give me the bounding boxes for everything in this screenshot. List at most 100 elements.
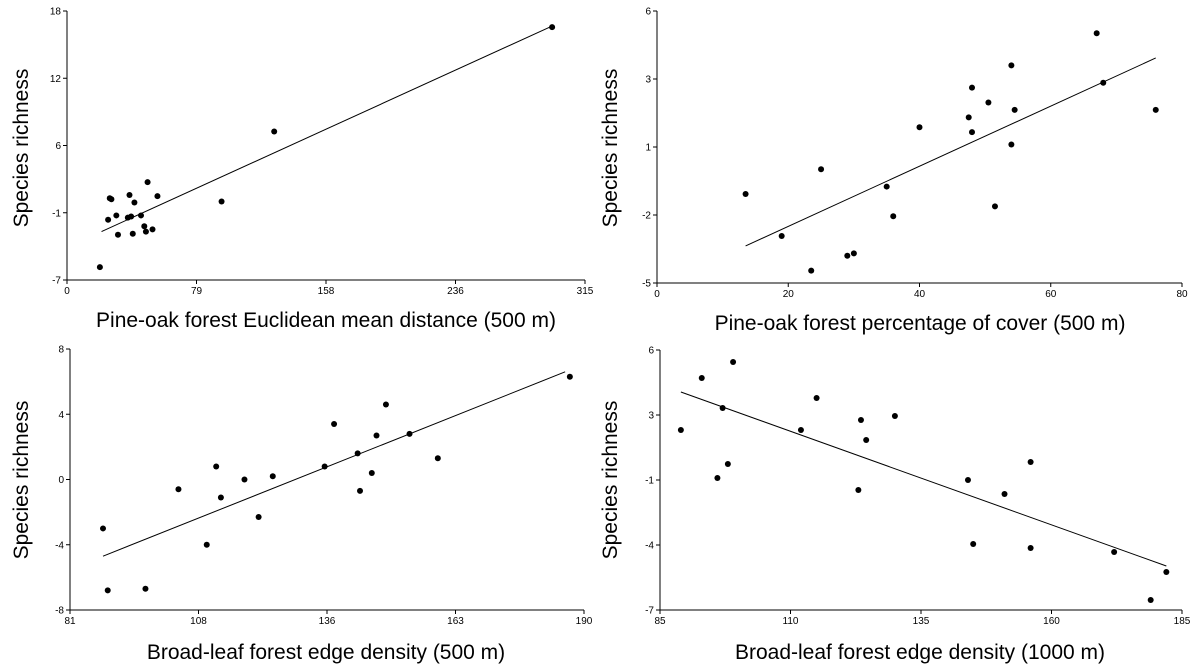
chart-2: Species richness Pine-oak forest percent… [599,7,1188,336]
chart-4-data-point [1027,545,1034,551]
chart-3-data-point [354,450,361,457]
chart-1-x-tick-label: 236 [447,286,464,297]
chart-4-data-point [797,427,804,433]
chart-3-y-tick-label: -4 [55,540,64,551]
chart-1-data-point [141,223,148,230]
chart-4-x-tick-label: 85 [654,616,666,627]
chart-4-data-point [714,475,721,481]
chart-2-data-point [985,99,992,106]
chart-2-data-point [969,129,975,136]
chart-4-fit-line [680,391,1167,567]
chart-2-x-tick-label: 0 [654,289,660,300]
chart-4-data-point [1163,569,1170,575]
chart-1-data-point [131,199,138,206]
chart-1-fit-line [101,25,553,233]
chart-3-y-tick-label: -8 [55,606,64,617]
chart-1-data-point [218,198,225,205]
chart-3-data-point [566,373,573,380]
chart-1-data-point [105,216,112,223]
chart-4-data-point [855,487,862,493]
chart-1-data-point [138,212,144,219]
chart-1-data-point [149,226,156,233]
chart-4-xlabel: Broad-leaf forest edge density (1000 m) [735,641,1105,664]
chart-2-x-tick-label: 60 [1045,289,1057,300]
chart-2-data-point [969,84,975,91]
chart-2-data-point [1093,30,1100,37]
chart-1-y-tick-label: 12 [50,74,62,85]
chart-4-x-tick-label: 185 [1174,616,1191,627]
chart-2-x-tick-label: 80 [1176,289,1188,300]
chart-3-y-tick-label: 8 [58,345,64,356]
chart-1-y-tick-label: 18 [50,7,62,18]
chart-1-x-tick-label: 0 [64,286,70,297]
chart-2-data-point [1008,141,1015,148]
chart-2-data-point [742,190,749,197]
chart-3-ylabel: Species richness [10,401,33,560]
chart-4-y-tick-label: 6 [648,346,654,357]
chart-2-data-point [916,124,923,131]
chart-3-data-point [217,494,224,501]
chart-2-data-point [890,213,897,220]
chart-4-y-tick-label: 3 [648,411,654,422]
chart-2-ylabel: Species richness [599,69,622,228]
chart-3-data-point [104,587,111,594]
chart-3-x-tick-label: 163 [447,616,464,627]
chart-4-x-tick-label: 135 [913,616,930,627]
chart-1-x-tick-label: 315 [577,286,594,297]
chart-1-data-point [549,24,556,31]
chart-4-data-point [891,413,898,419]
chart-2-y-tick-label: -2 [642,211,651,222]
chart-1-y-tick-label: 6 [55,141,61,152]
chart-2-y-tick-label: 3 [645,75,651,86]
chart-3-data-point [321,463,328,470]
chart-2-data-point [1008,62,1015,69]
chart-4-data-point [1147,597,1154,603]
chart-1-xlabel: Pine-oak forest Euclidean mean distance … [96,309,556,332]
chart-1: Species richness Pine-oak forest Euclide… [10,7,594,333]
chart-3-y-tick-label: 4 [58,410,64,421]
chart-3-data-point [175,486,182,493]
chart-3-x-tick-label: 81 [64,616,76,627]
chart-1-x-tick-label: 79 [191,286,203,297]
chart-2-data-point [991,203,998,210]
chart-3-y-tick-label: 0 [58,475,64,486]
chart-4-y-tick-label: -7 [645,606,654,617]
chart-4-y-tick-label: -4 [645,541,654,552]
chart-3-data-point [269,473,276,480]
chart-1-y-tick-label: -7 [52,276,61,287]
chart-3-data-point [406,430,413,437]
chart-4-data-point [813,395,820,401]
chart-4-y-tick-label: -1 [645,476,654,487]
chart-1-data-point [129,230,136,237]
chart-1-data-point [142,228,149,235]
chart-1-data-point [113,212,120,219]
chart-3-data-point [331,421,338,428]
chart-4-data-point [857,417,864,423]
chart-4-data-point [970,541,977,547]
chart-3-data-point [142,585,149,592]
chart-4-data-point [698,375,705,381]
chart-2-data-point [844,252,851,259]
chart-2-data-point [778,233,785,240]
chart-3-data-point [382,401,389,408]
chart-2-x-tick-label: 40 [914,289,926,300]
chart-2-fit-line [745,57,1156,247]
chart-4-data-point [863,437,870,443]
chart-4-data-point [1111,549,1118,555]
chart-4-ylabel: Species richness [599,401,622,560]
chart-3-data-point [241,476,248,483]
chart-1-ylabel: Species richness [10,69,33,228]
chart-2-y-tick-label: 6 [645,7,651,18]
chart-2-data-point [1011,106,1018,113]
chart-2-data-point [883,183,890,190]
chart-4-data-point [964,477,971,483]
chart-3-data-point [357,487,364,494]
chart-1-y-tick-label: -1 [52,208,61,219]
chart-3-data-point [213,463,220,470]
chart-4-data-point [1001,491,1008,497]
chart-4-x-tick-label: 110 [783,616,799,627]
chart-4-data-point [1027,459,1034,465]
chart-3: Species richness Broad-leaf forest edge … [10,345,593,665]
chart-4-data-point [730,359,737,365]
